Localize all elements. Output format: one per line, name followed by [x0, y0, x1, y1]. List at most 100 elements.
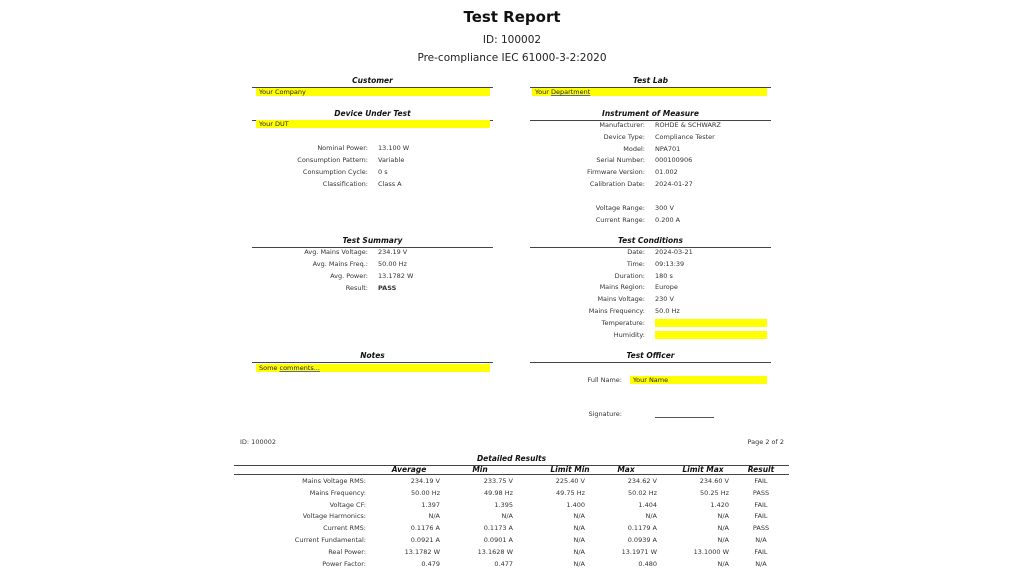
result-cell: PASS	[752, 524, 770, 533]
table-cell: 13.1782 W	[404, 547, 440, 556]
table-cell: N/A	[717, 524, 730, 533]
table-cell: 233.75 V	[483, 477, 513, 485]
temperature-label: Temperature:	[601, 319, 645, 327]
column-header: Result	[747, 465, 775, 474]
column-header: Average	[391, 465, 427, 474]
table-cell: 0.480	[638, 559, 657, 568]
field-label: Date:	[627, 248, 645, 256]
table-cell: 0.1176 A	[410, 524, 440, 533]
field-value: 0 s	[378, 168, 388, 176]
test-lab-field[interactable]: Your Department	[532, 88, 767, 96]
column-header: Min	[472, 465, 488, 474]
customer-field[interactable]: Your Company	[256, 88, 490, 96]
humidity-field[interactable]	[655, 331, 767, 339]
page-number: Page 2 of 2	[747, 438, 784, 446]
result-cell: PASS	[752, 488, 770, 497]
field-label: Avg. Mains Freq.:	[312, 260, 368, 268]
field-label: Consumption Pattern:	[297, 156, 368, 164]
row-label: Power Factor:	[322, 559, 366, 568]
humidity-label: Humidity:	[613, 331, 645, 339]
dut-field[interactable]: Your DUT	[256, 120, 490, 128]
field-value: 13.1782 W	[378, 272, 414, 280]
field-value: 234.19 V	[378, 248, 408, 256]
table-cell: N/A	[428, 512, 441, 521]
report-title: Test Report	[463, 8, 561, 26]
notes-field[interactable]: Some comments...	[256, 364, 490, 372]
field-label: Calibration Date:	[589, 180, 645, 188]
table-cell: 13.1000 W	[693, 547, 729, 556]
result-cell: FAIL	[754, 547, 768, 556]
table-cell: 0.0921 A	[410, 536, 440, 544]
field-label: Time:	[626, 259, 645, 268]
field-label: Mains Voltage:	[597, 295, 645, 304]
field-value: Compliance Tester	[655, 132, 715, 141]
field-value: 180 s	[655, 271, 673, 280]
field-value: Class A	[378, 180, 402, 188]
instrument-header: Instrument of Measure	[530, 108, 771, 121]
table-cell: 49.98 Hz	[484, 488, 513, 497]
notes-header: Notes	[252, 350, 493, 363]
table-cell: 234.60 V	[699, 477, 729, 485]
field-label: Mains Frequency:	[588, 307, 645, 315]
customer-header: Customer	[252, 75, 493, 88]
conditions-header: Test Conditions	[530, 235, 771, 248]
field-value: 300 V	[655, 204, 674, 212]
table-cell: 50.00 Hz	[411, 488, 440, 497]
table-cell: N/A	[573, 536, 586, 544]
table-cell: 0.0901 A	[483, 536, 513, 544]
report-standard: Pre-compliance IEC 61000-3-2:2020	[417, 52, 607, 64]
field-label: Model:	[623, 144, 645, 153]
table-cell: 0.0939 A	[627, 536, 657, 544]
notes-prefix: Some	[259, 364, 280, 372]
field-value: ROHDE & SCHWARZ	[655, 121, 721, 129]
table-cell: 13.1971 W	[621, 547, 657, 556]
field-value: Europe	[655, 283, 678, 292]
report-id: ID: 100002	[482, 34, 542, 46]
field-label: Mains Region:	[599, 283, 645, 292]
notes-link: comments...	[279, 364, 320, 372]
row-label: Mains Voltage RMS:	[302, 477, 366, 485]
table-cell: 1.404	[638, 500, 657, 509]
table-cell: 225.40 V	[555, 477, 585, 485]
table-cell: 1.395	[494, 500, 513, 509]
table-cell: N/A	[501, 512, 514, 521]
table-cell: 234.62 V	[627, 477, 657, 485]
table-cell: N/A	[573, 547, 586, 556]
field-value: 2024-03-21	[655, 248, 693, 256]
signature-label: Signature:	[588, 410, 622, 418]
field-value: 0.200 A	[655, 215, 681, 224]
row-label: Voltage Harmonics:	[302, 512, 366, 521]
row-label: Current Fundamental:	[294, 536, 366, 544]
table-cell: N/A	[573, 524, 586, 533]
field-label: Duration:	[614, 271, 645, 280]
temperature-field[interactable]	[655, 319, 767, 327]
column-header: Limit Min	[550, 465, 590, 474]
summary-header: Test Summary	[252, 235, 493, 248]
field-value: 50.0 Hz	[655, 307, 680, 315]
table-cell: N/A	[573, 559, 586, 568]
result-cell: FAIL	[754, 512, 768, 521]
field-label: Current Range:	[595, 215, 645, 224]
table-cell: 0.479	[421, 559, 440, 568]
table-cell: 1.400	[566, 500, 585, 509]
signature-line	[655, 417, 714, 418]
full-name-label: Full Name:	[587, 376, 622, 384]
results-header: Detailed Results	[234, 453, 789, 466]
field-value: 50.00 Hz	[378, 260, 407, 268]
field-value: NPA701	[655, 144, 681, 153]
table-cell: 13.1628 W	[477, 547, 513, 556]
row-label: Real Power:	[328, 547, 366, 556]
table-cell: 50.02 Hz	[628, 488, 657, 497]
result-cell: N/A	[755, 559, 767, 568]
full-name-field[interactable]: Your Name	[630, 376, 767, 384]
field-value: 230 V	[655, 295, 674, 304]
table-cell: 0.1179 A	[627, 524, 657, 533]
result-cell: FAIL	[754, 477, 768, 485]
field-label: Consumption Cycle:	[302, 168, 368, 176]
test-lab-link: Department	[550, 88, 591, 96]
field-label: Voltage Range:	[595, 204, 645, 212]
field-value: 2024-01-27	[655, 180, 693, 188]
field-label: Device Type:	[603, 132, 645, 141]
field-label: Serial Number:	[596, 156, 645, 165]
row-label: Current RMS:	[323, 524, 366, 533]
